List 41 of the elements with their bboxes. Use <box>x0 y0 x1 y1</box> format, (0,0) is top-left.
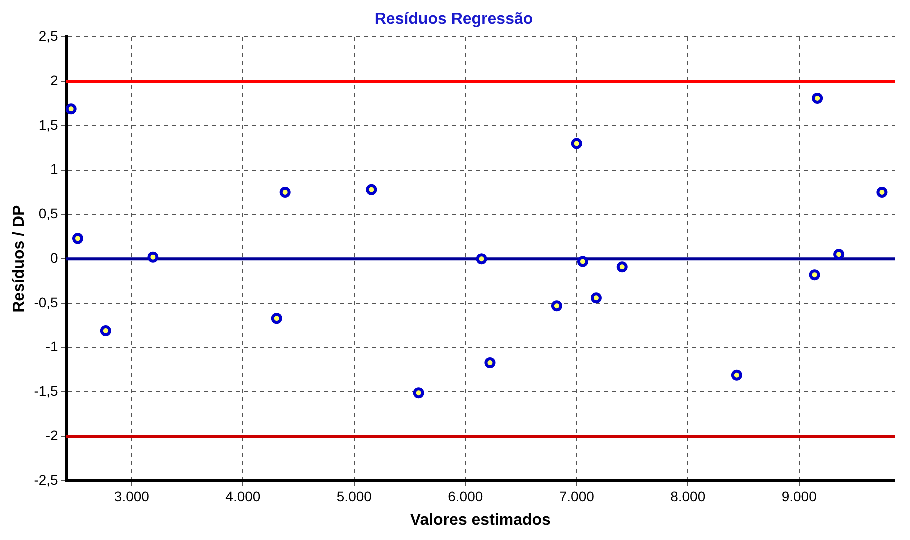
y-tick-label: -1 <box>46 338 59 355</box>
point <box>484 357 496 368</box>
x-tick-label: 4.000 <box>226 488 261 504</box>
y-tick-label: -1,5 <box>34 383 59 400</box>
point <box>72 233 84 244</box>
point <box>66 104 77 115</box>
y-tick-label: -2,5 <box>34 472 59 488</box>
y-tick-label: 0 <box>50 250 59 266</box>
point <box>271 313 282 324</box>
y-axis-title: Resíduos / DP <box>11 204 28 313</box>
point <box>876 187 888 198</box>
point <box>551 300 562 312</box>
point <box>731 370 742 381</box>
y-tick-label: 0,5 <box>38 206 59 222</box>
chart-title: Resíduos Regressão <box>374 11 534 28</box>
point <box>812 92 824 104</box>
point <box>366 184 378 196</box>
x-tick-label: 3.000 <box>114 488 150 504</box>
y-tick-label: 1,5 <box>38 116 59 133</box>
y-tick-label: 2 <box>50 72 59 88</box>
x-axis-title: Valores estimados <box>410 512 552 529</box>
x-tick-label: 8.000 <box>670 488 706 504</box>
y-tick-label: 2,5 <box>38 28 59 44</box>
y-tick-label: -2 <box>46 427 59 444</box>
point <box>577 256 588 268</box>
point <box>148 252 159 263</box>
point <box>280 187 291 198</box>
y-tick-label: 1 <box>50 161 59 178</box>
point <box>413 388 424 399</box>
point <box>834 249 845 260</box>
point <box>809 270 820 281</box>
x-tick-label: 7.000 <box>559 488 595 504</box>
point <box>590 292 602 304</box>
point <box>616 262 628 273</box>
point <box>476 254 488 265</box>
x-tick-label: 9.000 <box>782 488 818 504</box>
y-tick-label: -0,5 <box>34 294 59 310</box>
x-tick-label: 6.000 <box>448 488 484 504</box>
x-tick-label: 5.000 <box>336 488 372 504</box>
point <box>100 325 112 336</box>
point <box>571 138 582 150</box>
